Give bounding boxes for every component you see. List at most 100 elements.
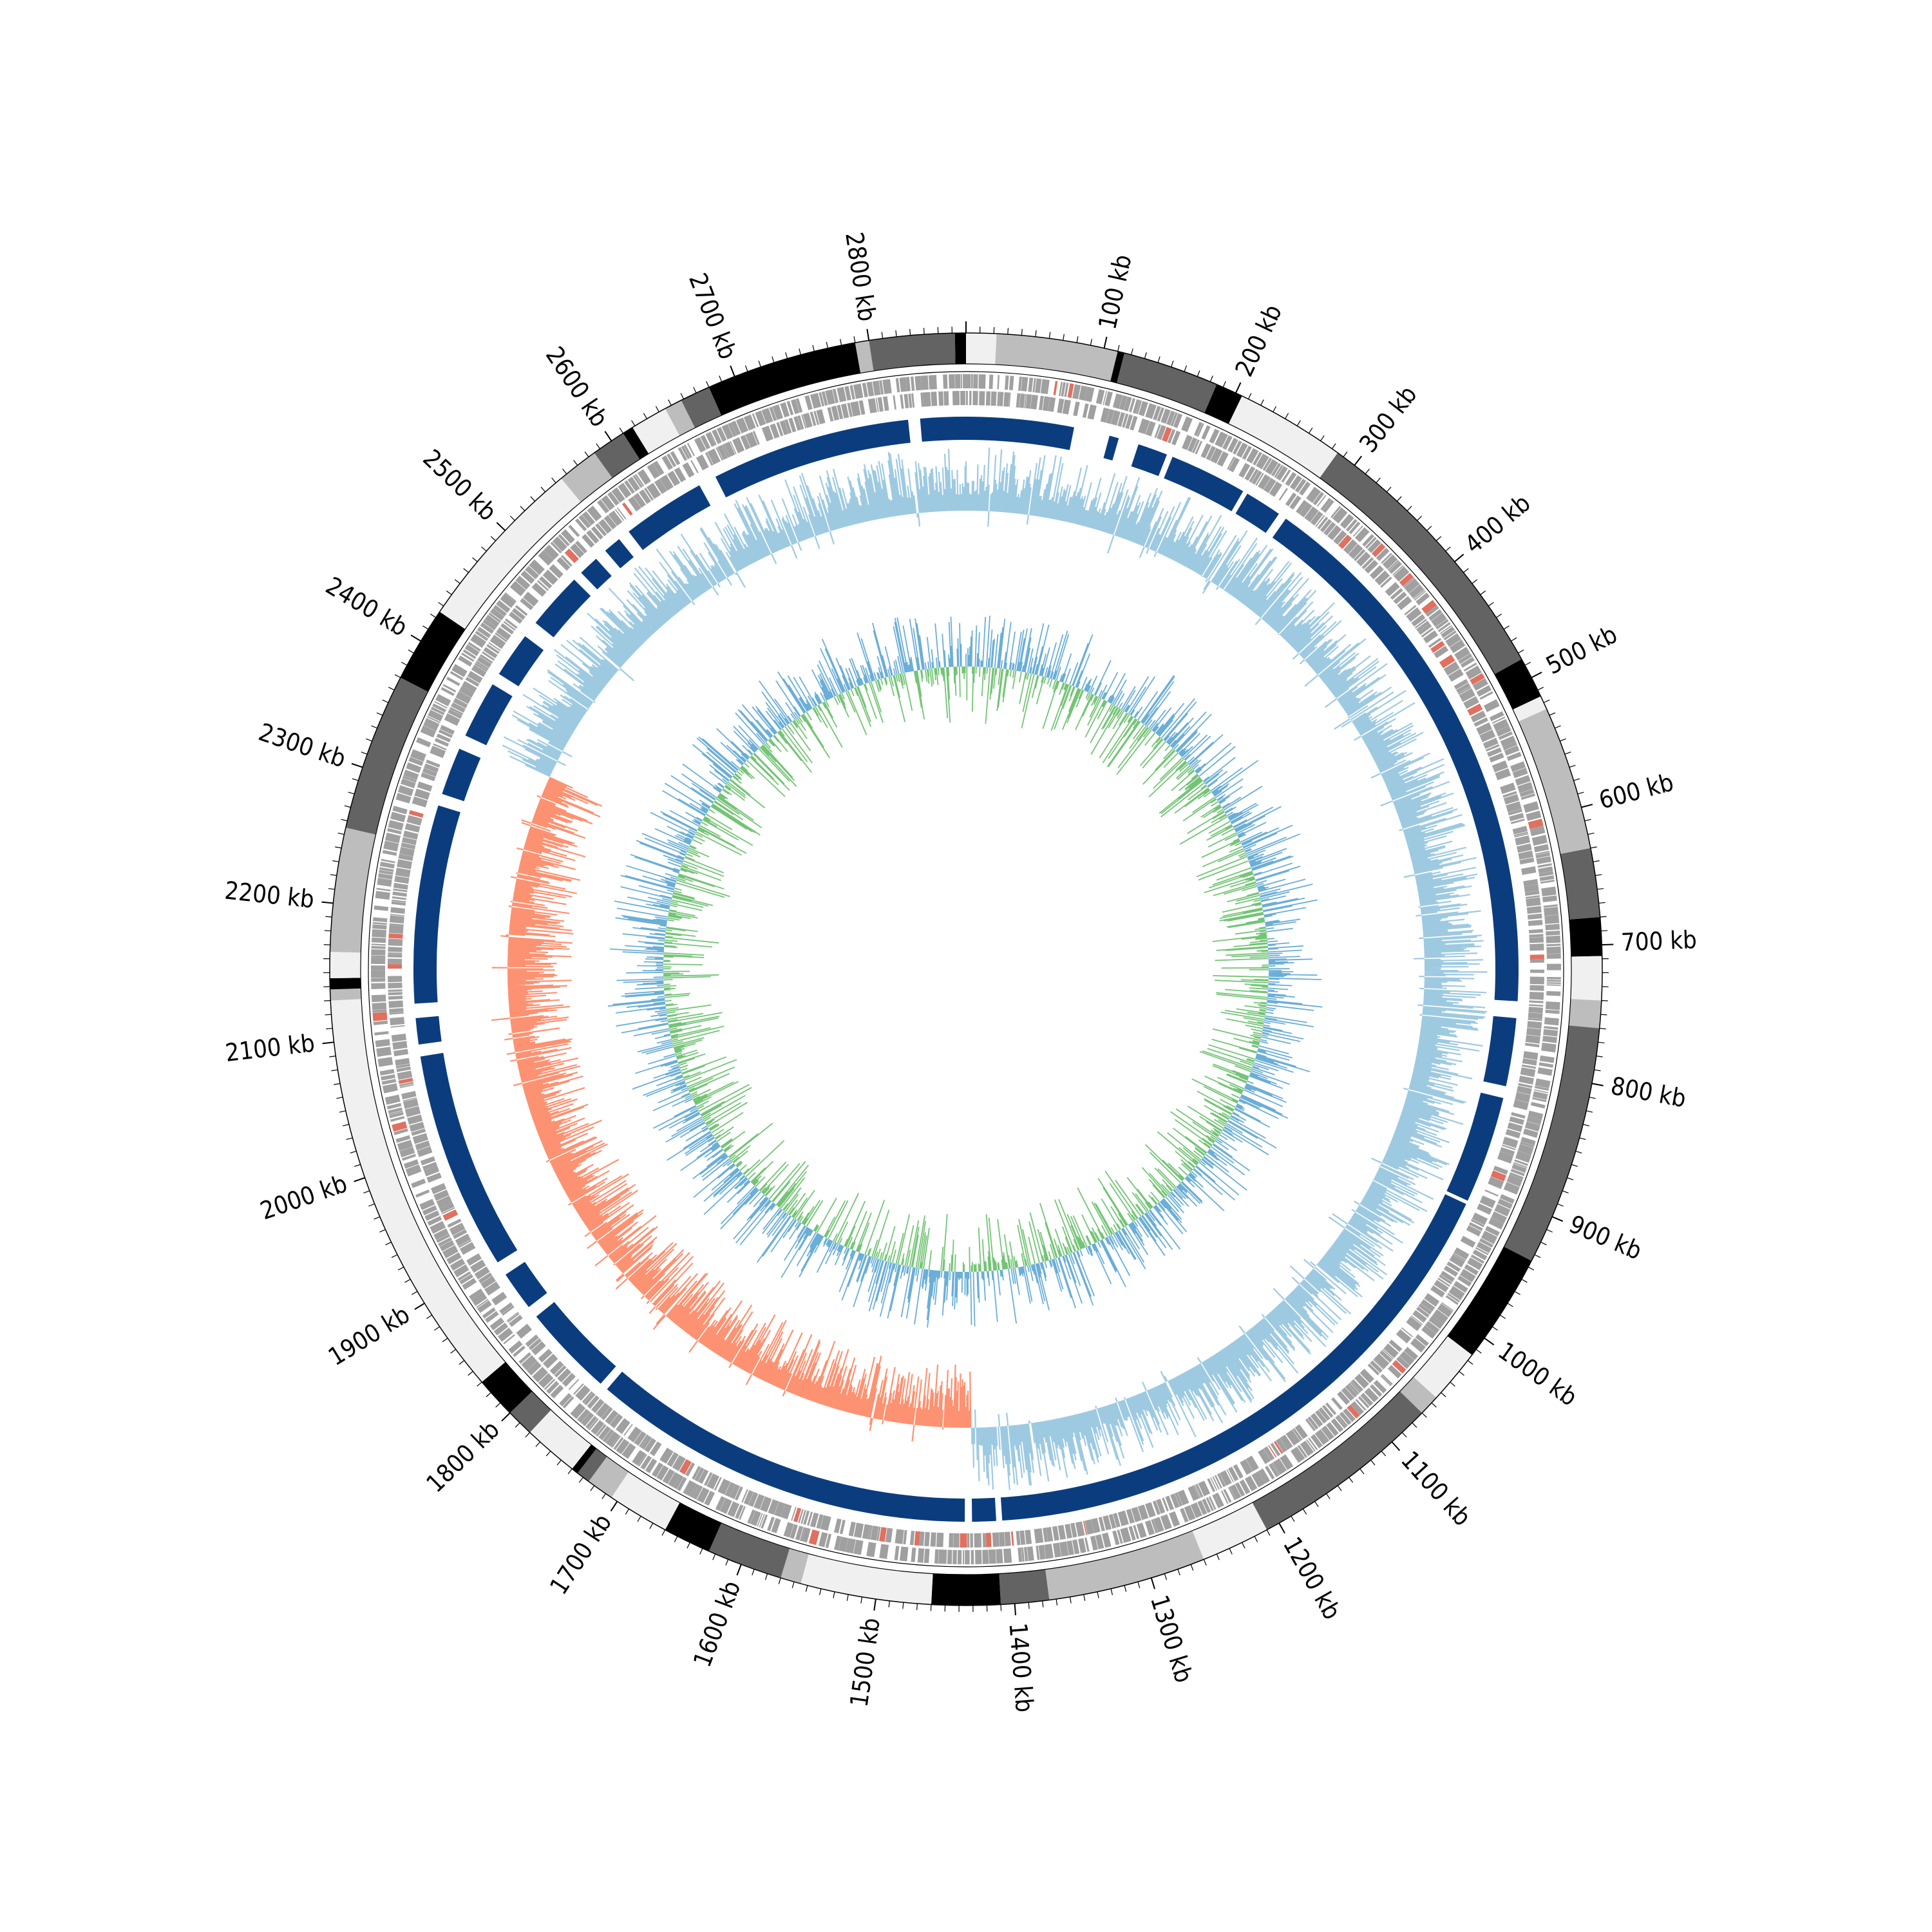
gene-feature (601, 1406, 613, 1421)
gene-feature (1209, 428, 1220, 444)
band-segment (482, 1361, 533, 1413)
gene-feature (1373, 1379, 1387, 1394)
gene-feature (1306, 1439, 1316, 1452)
gene-feature (1318, 1407, 1331, 1421)
gene-feature (1321, 1425, 1334, 1441)
gene-feature (1227, 456, 1235, 470)
gene-feature (919, 1531, 925, 1546)
gene-feature (1251, 1471, 1265, 1488)
gene-feature (1167, 429, 1176, 444)
gene-feature (392, 896, 406, 900)
gene-feature (1364, 1387, 1379, 1403)
minor-tick (578, 1477, 583, 1483)
major-tick (866, 328, 870, 341)
gene-feature (1546, 963, 1562, 971)
gene-feature (438, 1237, 452, 1247)
gene-feature (1145, 403, 1157, 419)
gene-feature (971, 374, 973, 389)
gene-feature (484, 1281, 500, 1296)
band-segment (439, 478, 581, 629)
gene-feature (1446, 1261, 1461, 1273)
gene-feature (696, 454, 709, 471)
minor-tick (916, 1604, 918, 1611)
gene-feature (1206, 1497, 1214, 1511)
minor-tick (1331, 443, 1336, 450)
gene-feature (575, 1385, 591, 1401)
gene-feature (690, 1484, 699, 1498)
gene-feature (1308, 1437, 1318, 1450)
gene-feature (1536, 856, 1551, 865)
gene-feature (587, 1395, 600, 1409)
gene-feature (426, 715, 440, 724)
gene-feature (1298, 481, 1311, 496)
gene-feature (1296, 500, 1308, 515)
gene-feature (727, 1501, 740, 1517)
gene-feature (1274, 464, 1283, 478)
minor-tick (391, 1254, 398, 1258)
band-segment (999, 1569, 1050, 1605)
gene-feature (834, 1535, 842, 1551)
minor-tick (540, 486, 546, 493)
gene-feature (1152, 1501, 1160, 1515)
gene-feature (1404, 1347, 1419, 1361)
gene-feature (1271, 1462, 1280, 1475)
synteny-block (629, 485, 711, 551)
gene-feature (1316, 495, 1327, 507)
minor-tick (853, 336, 856, 343)
minor-tick (1412, 1422, 1417, 1428)
minor-tick (336, 1097, 343, 1099)
gene-feature (1443, 1265, 1459, 1277)
minor-tick (1435, 536, 1442, 542)
gene-feature (1530, 985, 1544, 991)
synteny-block (1164, 457, 1244, 511)
minor-tick (1586, 1110, 1593, 1113)
minor-tick (1209, 375, 1213, 382)
gene-feature (411, 1128, 426, 1136)
minor-tick (422, 625, 429, 630)
gene-feature (793, 1508, 802, 1522)
tick-label-group: 900 kb (1565, 1209, 1645, 1265)
gene-feature (920, 392, 924, 407)
gene-feature (633, 493, 646, 508)
gene-feature (1343, 1408, 1356, 1423)
gene-feature (849, 384, 855, 400)
gene-feature (743, 1490, 754, 1505)
major-tick (873, 1598, 876, 1611)
gene-feature (1509, 1172, 1524, 1180)
gene-feature (938, 1549, 947, 1564)
minor-tick (1431, 1402, 1437, 1408)
gene-feature (1197, 1500, 1208, 1515)
gene-feature (393, 1048, 408, 1057)
gene-feature (471, 1291, 488, 1307)
gene-feature (882, 379, 892, 394)
gene-feature (384, 1094, 401, 1105)
gene-feature (899, 1546, 909, 1562)
minor-tick (1370, 1459, 1376, 1466)
gene-feature (1131, 1506, 1142, 1522)
gene-feature (1198, 1481, 1211, 1497)
gene-feature (404, 823, 421, 833)
gene-feature (1423, 630, 1439, 644)
gene-feature (895, 1529, 904, 1544)
gene-feature (936, 1532, 944, 1548)
band-segment (330, 978, 361, 990)
gene-feature (1345, 1384, 1358, 1397)
gene-feature (1514, 833, 1529, 838)
gene-feature (525, 1334, 539, 1347)
gene-feature (1289, 495, 1302, 510)
gene-feature (1545, 1009, 1560, 1014)
gene-feature (389, 915, 404, 923)
gene-feature (1304, 506, 1319, 522)
gene-feature (1500, 782, 1516, 795)
gene-feature (783, 1522, 794, 1538)
tick-label: 2700 kb (683, 269, 743, 363)
minor-tick (1598, 1041, 1605, 1044)
minor-tick (1177, 1569, 1180, 1576)
gene-feature (682, 462, 695, 478)
gene-feature (735, 417, 748, 434)
minor-tick (1594, 1069, 1601, 1072)
gene-feature (853, 1539, 864, 1555)
major-tick (1235, 382, 1242, 393)
gene-feature (1331, 1397, 1343, 1410)
gene-feature (1421, 627, 1434, 638)
